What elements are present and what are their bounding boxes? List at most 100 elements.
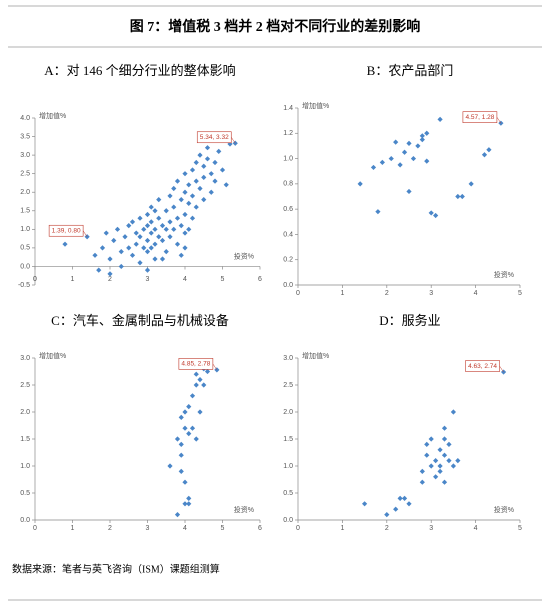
point: [468, 181, 474, 187]
point: [144, 267, 151, 273]
x-tick-label: 1: [340, 290, 344, 297]
point: [204, 156, 211, 162]
point: [197, 409, 203, 415]
point: [171, 226, 177, 232]
point: [424, 441, 430, 447]
point: [193, 204, 199, 210]
point: [178, 252, 184, 258]
x-tick-label: 0: [296, 525, 300, 532]
point: [182, 245, 188, 251]
point: [148, 219, 154, 225]
point: [201, 382, 207, 388]
point: [189, 393, 196, 399]
y-tick-label: 0.2: [283, 257, 293, 264]
point: [498, 120, 504, 126]
y-tick-label: 1.4: [283, 105, 293, 112]
x-tick-label: 0: [33, 525, 37, 532]
point: [433, 458, 439, 464]
point: [384, 512, 390, 518]
y-tick-label: 0.0: [283, 517, 293, 524]
point: [419, 137, 425, 143]
point: [201, 197, 207, 203]
point: [397, 162, 403, 168]
point: [156, 197, 162, 203]
y-tick-label: 2.0: [283, 409, 293, 416]
point: [446, 458, 452, 464]
point: [129, 219, 136, 225]
x-tick-label: 0: [296, 290, 300, 297]
x-tick-label: 4: [474, 290, 478, 297]
point: [441, 452, 448, 458]
point: [212, 159, 218, 166]
y-axis-label: 增加值%: [302, 351, 329, 360]
point: [182, 479, 188, 485]
point: [397, 495, 403, 501]
y-tick-label: 0.5: [20, 490, 30, 497]
x-tick-label: 2: [385, 525, 389, 532]
point: [141, 245, 147, 251]
point: [144, 211, 151, 218]
point: [133, 241, 139, 247]
point: [182, 425, 188, 431]
point: [441, 479, 448, 485]
y-tick-label: 2.0: [20, 409, 30, 416]
point: [437, 468, 443, 474]
point: [103, 230, 109, 236]
point: [137, 234, 143, 240]
y-tick-label: 0.5: [283, 490, 293, 497]
point: [126, 223, 132, 229]
point: [159, 223, 166, 229]
x-tick-label: 4: [474, 525, 478, 532]
point: [419, 468, 425, 474]
point: [107, 271, 113, 277]
point: [186, 431, 192, 437]
y-tick-label: 1.0: [20, 463, 30, 470]
point: [193, 159, 199, 166]
point: [219, 167, 226, 173]
point: [370, 164, 377, 171]
point: [455, 458, 461, 464]
point: [182, 189, 188, 195]
y-tick-label: 1.0: [283, 155, 293, 162]
point: [144, 249, 151, 255]
point: [437, 447, 443, 453]
annotation-box: [178, 358, 214, 370]
point: [111, 237, 117, 244]
y-tick-label: 0.4: [283, 231, 293, 238]
x-tick-label: 5: [221, 276, 225, 283]
point: [144, 237, 151, 244]
y-tick-label: 1.5: [283, 436, 293, 443]
point: [212, 178, 218, 184]
y-tick-label: 0.0: [283, 282, 293, 289]
point: [375, 209, 381, 215]
annotation-label: 1.39, 0.80: [52, 227, 81, 234]
point: [186, 182, 192, 188]
annotation-box: [465, 360, 500, 372]
point: [406, 140, 412, 146]
point: [201, 163, 207, 169]
point: [171, 204, 177, 210]
point: [186, 200, 192, 206]
y-tick-label: 1.5: [20, 436, 30, 443]
point: [459, 193, 465, 200]
point: [186, 226, 192, 232]
point: [433, 212, 439, 219]
point: [428, 436, 434, 442]
x-tick-label: 4: [183, 276, 187, 283]
point: [152, 256, 158, 262]
point: [428, 463, 434, 469]
x-tick-label: 5: [221, 525, 225, 532]
point: [182, 501, 188, 507]
annotation-label: 4.57, 1.28: [465, 114, 494, 121]
point: [189, 167, 196, 173]
point: [189, 215, 196, 221]
point: [182, 230, 188, 236]
point: [201, 174, 207, 180]
point: [178, 223, 184, 229]
y-tick-label: 0.5: [20, 245, 30, 252]
x-axis-label: 投资%: [494, 505, 514, 514]
point: [137, 260, 143, 266]
point: [232, 140, 238, 146]
point: [99, 245, 106, 251]
y-tick-label: 1.0: [283, 463, 293, 470]
